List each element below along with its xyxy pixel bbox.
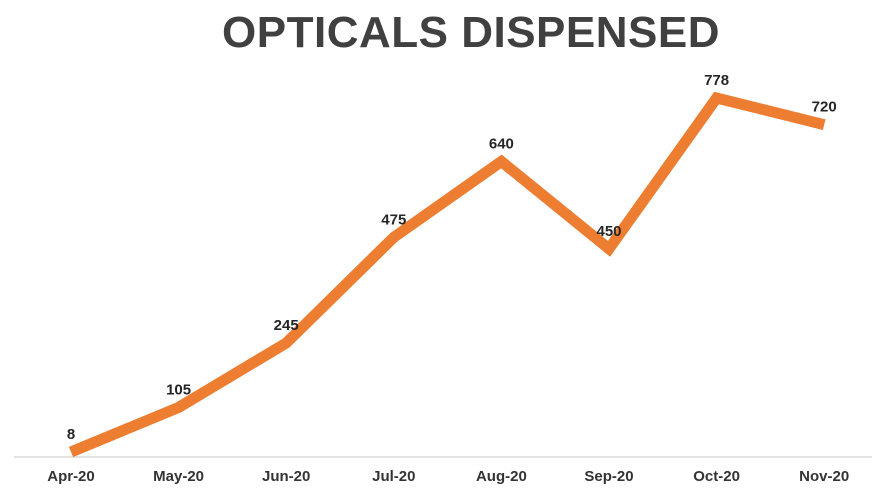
data-label: 640 bbox=[489, 135, 514, 152]
data-label: 8 bbox=[67, 426, 75, 443]
x-tick-label: Oct-20 bbox=[693, 468, 740, 485]
x-tick-label: Sep-20 bbox=[584, 468, 633, 485]
x-tick-label: Apr-20 bbox=[47, 468, 95, 485]
data-label: 105 bbox=[166, 381, 191, 398]
series-line bbox=[68, 91, 826, 458]
x-tick-label: May-20 bbox=[153, 468, 204, 485]
x-tick-label: Aug-20 bbox=[476, 468, 527, 485]
x-tick-label: Nov-20 bbox=[799, 468, 849, 485]
data-label: 720 bbox=[812, 99, 837, 116]
x-tick-label: Jul-20 bbox=[372, 468, 415, 485]
data-label: 450 bbox=[596, 223, 621, 240]
chart-title: OPTICALS DISPENSED bbox=[222, 8, 720, 57]
data-label: 245 bbox=[274, 317, 299, 334]
data-label: 778 bbox=[704, 72, 729, 89]
data-label: 475 bbox=[381, 211, 406, 228]
x-tick-label: Jun-20 bbox=[262, 468, 310, 485]
